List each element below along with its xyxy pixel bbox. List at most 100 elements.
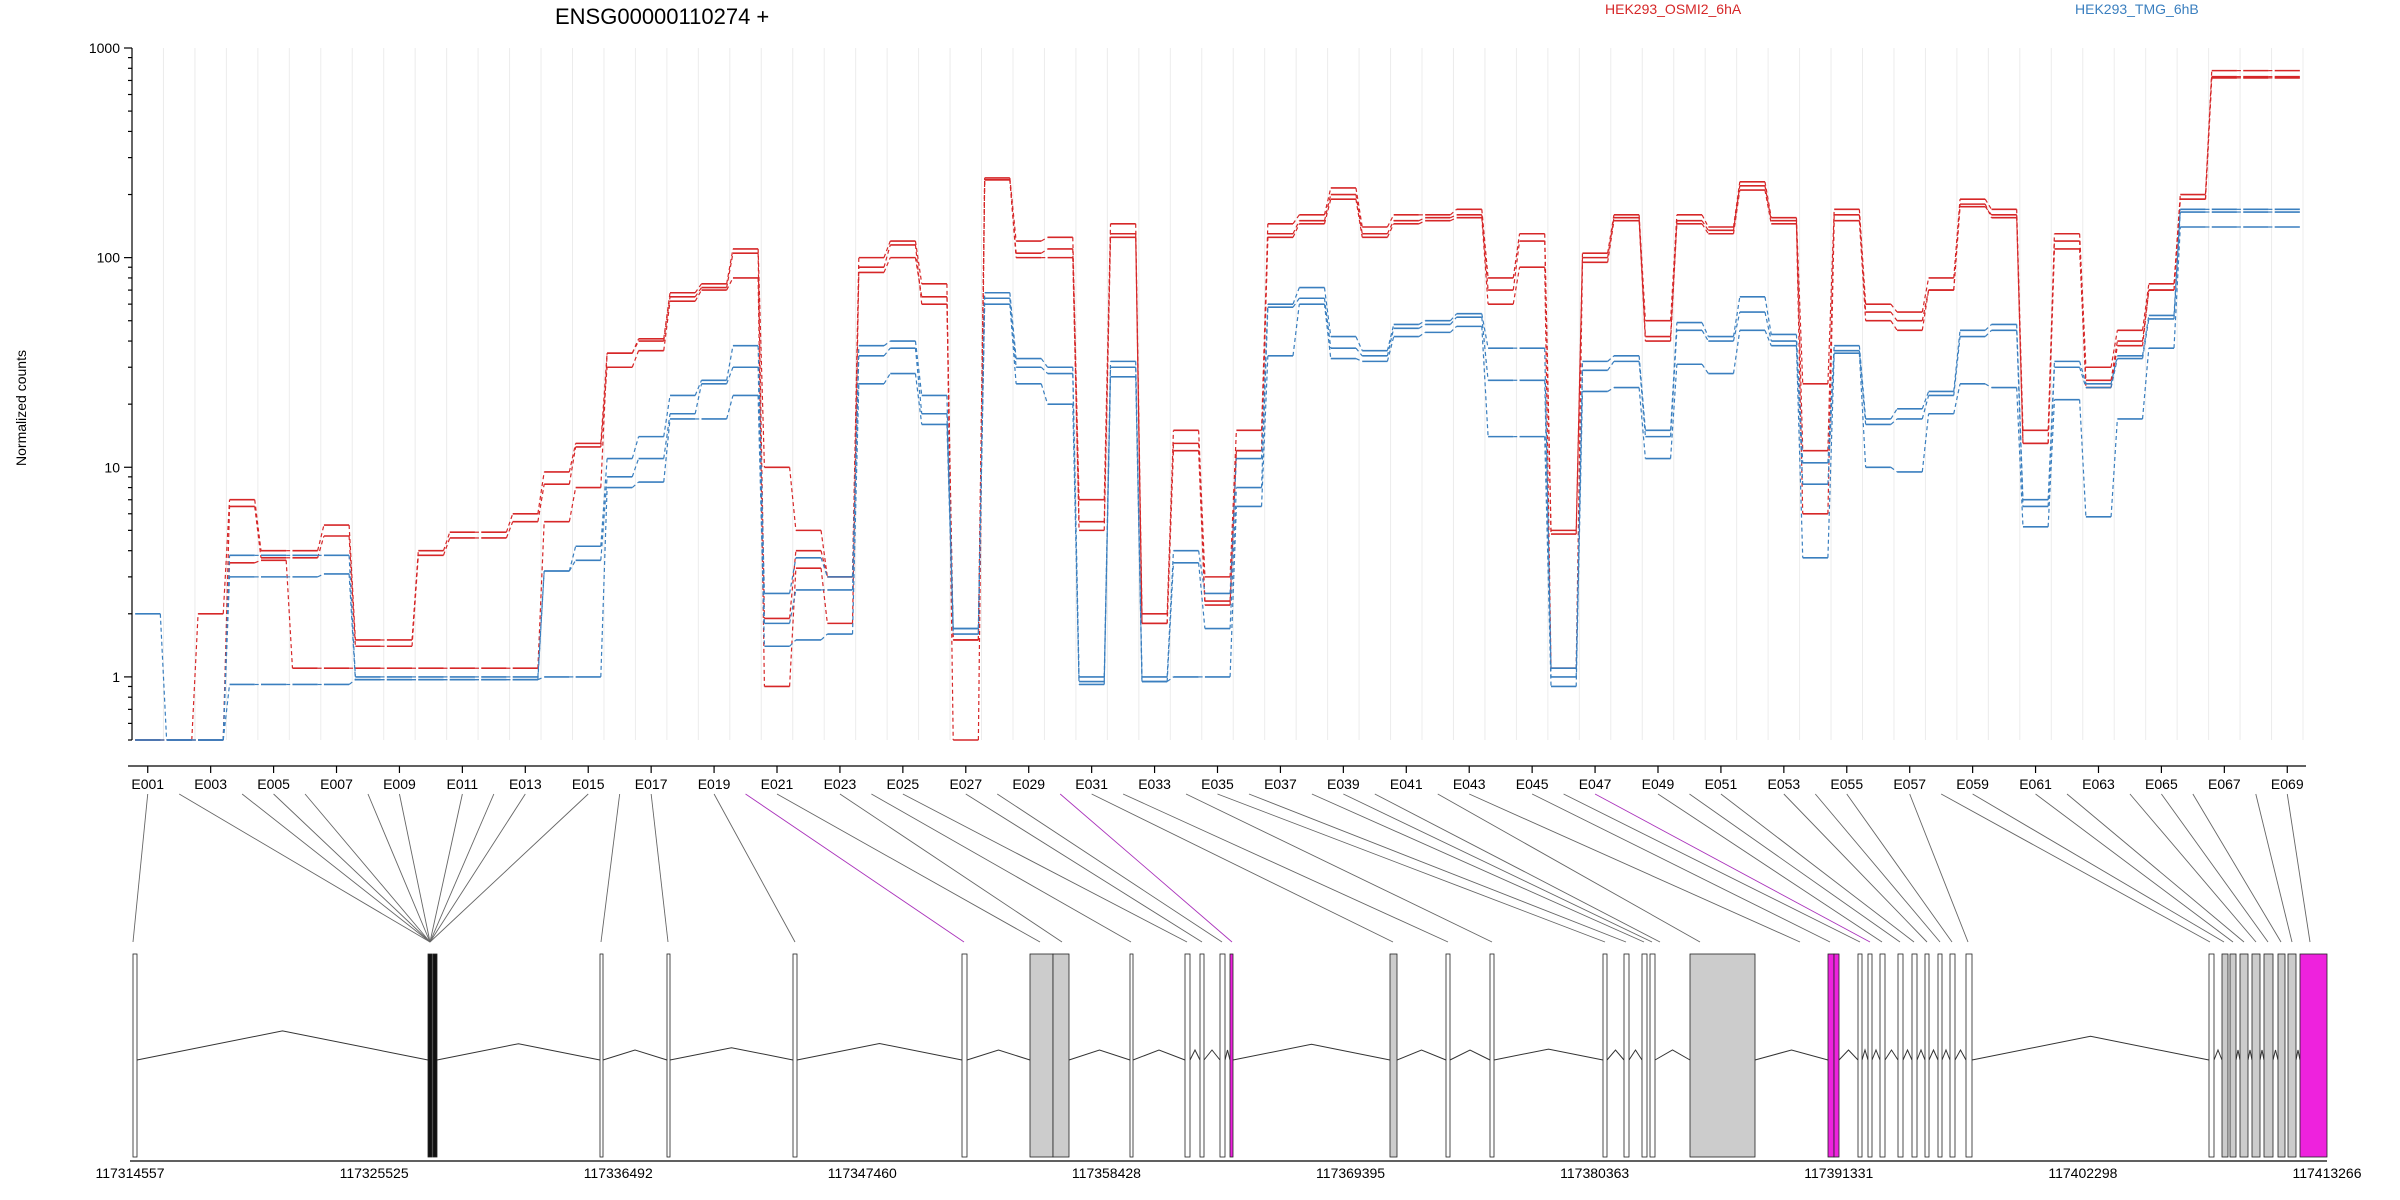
genome-tick-label: 117325525 [340, 1165, 409, 1181]
data-connector [1921, 391, 1930, 410]
data-connector [2016, 217, 2024, 444]
data-connector [820, 633, 828, 641]
data-connector [1575, 262, 1584, 669]
exon-connector-line [429, 793, 495, 943]
intron-line [602, 1049, 668, 1061]
data-connector [1921, 277, 1930, 313]
exon-connector-line [2066, 793, 2245, 943]
data-connector [1607, 361, 1615, 371]
data-connector [914, 244, 923, 305]
data-connector [1795, 345, 1804, 558]
data-connector [726, 253, 734, 288]
exon-connector-line [1091, 793, 1394, 943]
data-connector [317, 524, 325, 551]
data-connector [1040, 383, 1049, 405]
data-connector [1481, 317, 1489, 381]
data-connector [1009, 298, 1017, 368]
data-connector [1732, 330, 1741, 374]
exon-connector-line [713, 793, 796, 943]
x-tick-label: E025 [887, 776, 920, 792]
exon-box [961, 953, 968, 1158]
intron-line [1606, 1049, 1625, 1061]
exon-connector-line [1563, 793, 1861, 943]
data-connector [1827, 345, 1835, 463]
data-connector [1890, 466, 1898, 473]
data-connector [1355, 358, 1363, 362]
exon-connector-line [745, 793, 965, 943]
exon-connector-line [776, 793, 1041, 943]
data-connector [317, 535, 325, 558]
data-connector [1984, 203, 1993, 218]
data-connector [1890, 311, 1898, 322]
intron-line [2295, 1049, 2301, 1061]
data-connector [191, 613, 199, 741]
data-connector [568, 546, 577, 572]
intron-line [1971, 1035, 2210, 1061]
exon-connector-line [399, 793, 431, 943]
data-connector [1386, 336, 1395, 362]
x-tick-label: E041 [1390, 776, 1423, 792]
intron-line [1902, 1048, 1913, 1061]
x-tick-label: E013 [509, 776, 542, 792]
data-connector [2141, 348, 2150, 420]
exon-connector-line [429, 793, 526, 943]
exon-connector-line [1437, 793, 1701, 943]
data-connector [1512, 267, 1521, 305]
data-connector [1386, 220, 1395, 235]
exon-box [1857, 953, 1863, 1158]
exon-connector-line [871, 793, 1132, 943]
data-connector [1009, 179, 1017, 258]
exon-connector-line [1531, 793, 1831, 943]
exon-box [1129, 953, 1134, 1158]
data-connector [694, 289, 703, 302]
data-connector [1449, 316, 1458, 325]
data-connector [1669, 223, 1678, 342]
data-connector [1984, 324, 1992, 331]
y-tick-label: 1 [112, 669, 120, 685]
x-tick-label: E007 [320, 776, 353, 792]
exon-box [1184, 953, 1191, 1158]
exon-box [1911, 953, 1918, 1158]
x-tick-label: E029 [1012, 776, 1045, 792]
intron-line [1189, 1048, 1201, 1061]
data-connector [1984, 206, 1992, 216]
exon-box [1199, 953, 1205, 1158]
data-connector [1166, 562, 1175, 682]
data-connector [883, 240, 891, 258]
intron-line [1493, 1048, 1604, 1061]
gene-model: 117314557 117325525 117336492 117347460 1173… [95, 953, 2362, 1181]
data-connector [2047, 367, 2056, 507]
genome-tick-label: 117369395 [1316, 1165, 1385, 1181]
data-connector [2204, 77, 2213, 200]
data-connector [348, 573, 356, 680]
data-connector [946, 395, 954, 629]
exon-connector-line [2035, 793, 2234, 943]
exon-connector-line [273, 793, 431, 943]
data-connector [1638, 361, 1647, 437]
data-connector [442, 532, 451, 551]
data-connector [537, 570, 545, 677]
genome-tick-label: 117413266 [2292, 1165, 2361, 1181]
data-connector [694, 283, 702, 294]
data-connector [600, 353, 608, 488]
x-tick-label: E049 [1642, 776, 1675, 792]
data-connector [600, 458, 608, 547]
data-connector [1858, 353, 1867, 468]
data-connector [317, 573, 325, 578]
data-connector [2079, 361, 2087, 385]
y-tick-label: 100 [97, 250, 121, 266]
data-connector [600, 353, 608, 444]
data-connector [2079, 367, 2087, 388]
data-connector [1701, 223, 1709, 235]
data-connector [1732, 189, 1741, 234]
y-tick-label: 10 [104, 459, 120, 475]
intron-line [669, 1047, 794, 1061]
exon-connector-line [2129, 793, 2257, 943]
x-tick-label: E039 [1327, 776, 1360, 792]
data-connector [820, 530, 828, 577]
intron-line [796, 1042, 963, 1061]
data-connector [1323, 304, 1332, 359]
exon-box [1029, 953, 1054, 1158]
data-connector [1103, 367, 1112, 682]
